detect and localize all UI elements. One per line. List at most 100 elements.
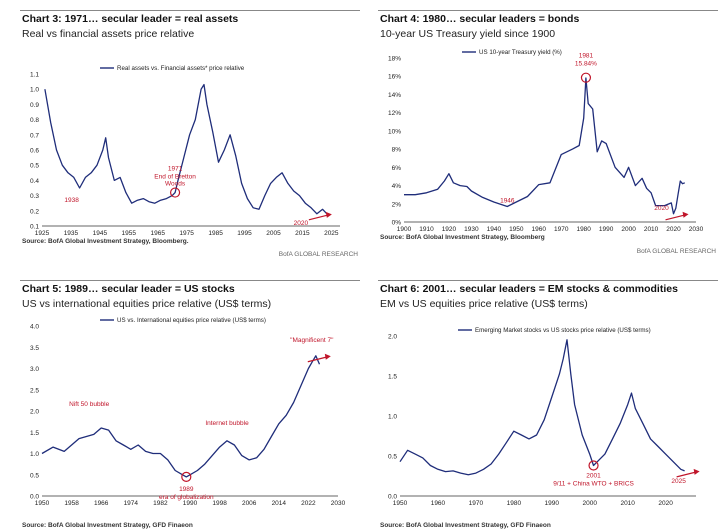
x-tick-label: 1970 [469,500,484,507]
y-tick-label: 0.1 [30,224,39,231]
x-tick-label: 1950 [35,500,50,507]
y-tick-label: 0.3 [30,193,39,200]
x-tick-label: 1960 [431,500,446,507]
annotation-label: era of globalization [159,494,214,501]
chart-subtitle: EM vs US equities price relative (US$ te… [380,298,588,310]
annotation-label: 1989 [179,486,194,493]
x-tick-label: 2022 [301,500,316,507]
annotation-label: 1938 [64,197,79,204]
x-tick-label: 2030 [689,226,704,233]
chart-header: Chart 3: 1971… secular leader = real ass… [20,10,360,27]
brand-label: BofA GLOBAL RESEARCH [636,248,716,255]
series-line [41,355,321,478]
y-tick-label: 1.0 [30,451,39,458]
y-tick-label: 4.0 [30,324,39,331]
highlight-circle [181,471,192,482]
y-tick-label: 0.6 [30,148,39,155]
y-tick-label: 2.0 [30,409,39,416]
chart-title: Chart 5: 1989… secular leader = US stock… [22,283,235,295]
x-tick-label: 1955 [122,230,137,237]
x-tick-label: 1974 [124,500,139,507]
x-tick-label: 1970 [554,226,569,233]
line-chart-real-vs-financial: 0.1 0.2 0.3 0.4 0.5 0.6 0.7 0.8 0.9 1.0 1.1 1925 193… [30,65,340,237]
brand-label: BofA GLOBAL RESEARCH [278,251,358,258]
annotation-label: 15.84% [575,61,597,68]
x-tick-label: 1960 [532,226,547,233]
annotation-label: Internet bubble [205,420,249,427]
y-tick-label: 12% [388,110,401,117]
y-tick-label: 1.5 [30,430,39,437]
y-tick-label: 8% [392,147,402,154]
x-tick-label: 1980 [576,226,591,233]
x-tick-label: 2010 [620,500,635,507]
annotation-label: 2020 [654,205,669,212]
trend-arrow [308,214,329,221]
trend-arrow [307,356,328,363]
x-tick-label: 1990 [545,500,560,507]
highlight-circle [169,187,181,198]
annotation-label: 1946 [500,198,515,205]
annotation-label: "Magnificent 7" [290,337,334,344]
chart-source: Source: BofA Global Investment Strategy,… [380,234,545,241]
trend-arrow-head [682,211,689,218]
annotation-label: 2020 [294,220,309,227]
y-tick-label: 3.0 [30,366,39,373]
x-tick-label: 1925 [35,230,50,237]
y-tick-label: 0.2 [30,208,39,215]
x-tick-label: 1930 [464,226,479,233]
x-tick-label: 1980 [507,500,522,507]
chart-header: Chart 4: 1980… secular leaders = bonds [378,10,718,27]
series-line [44,83,329,216]
chart-subtitle: US vs international equities price relat… [22,298,272,310]
series-line [399,339,685,476]
x-tick-label: 1940 [487,226,502,233]
x-tick-label: 2000 [583,500,598,507]
chart-subtitle: 10-year US Treasury yield since 1900 [380,28,556,40]
y-tick-label: 0.7 [30,132,39,139]
x-tick-label: 1995 [237,230,252,237]
legend-label: Real assets vs. Financial assets* price … [117,65,245,72]
x-tick-label: 1998 [212,500,227,507]
line-chart-treasury-yield: 0% 2% 4% 6% 8% 10% 12% 14% 16% 18% 1900 1910 1920 193… [388,49,704,233]
annotation-label: 9/11 + China WTO + BRICS [553,481,634,488]
y-tick-label: 2.5 [30,387,39,394]
x-tick-label: 1935 [64,230,79,237]
y-tick-label: 2% [392,201,402,208]
trend-arrow-head [324,353,331,360]
y-tick-label: 1.0 [388,414,397,421]
annotation-label: 1981 [579,53,594,60]
annotation-label: Woods [165,181,186,188]
y-tick-label: 1.1 [30,72,39,79]
y-tick-label: 0.5 [30,163,39,170]
x-tick-label: 2006 [242,500,257,507]
legend-label: Emerging Market stocks vs US stocks pric… [475,327,651,334]
trend-arrow [665,214,686,221]
trend-arrow [676,471,697,478]
chart-panel-6: Chart 6: 2001… secular leaders = EM stoc… [378,280,718,529]
highlight-circle [580,72,592,83]
x-tick-label: 2015 [295,230,310,237]
chart-panel-4: Chart 4: 1980… secular leaders = bonds 1… [378,10,718,255]
y-tick-label: 6% [392,165,402,172]
y-tick-label: 18% [388,56,401,63]
chart-panel-3: Chart 3: 1971… secular leader = real ass… [20,10,360,258]
series-line [404,77,686,215]
y-tick-label: 4% [392,183,402,190]
chart-title: Chart 4: 1980… secular leaders = bonds [380,13,580,25]
y-tick-label: 0.4 [30,178,39,185]
x-tick-label: 1920 [442,226,457,233]
x-tick-label: 2014 [272,500,287,507]
x-tick-label: 2010 [644,226,659,233]
y-tick-label: 0.5 [388,454,397,461]
x-tick-label: 1990 [183,500,198,507]
y-tick-label: 0% [392,220,402,227]
x-tick-label: 1950 [509,226,524,233]
x-tick-label: 1950 [393,500,408,507]
annotation-label: End of Bretton [154,174,196,181]
trend-arrow-head [693,468,700,475]
chart-title: Chart 6: 2001… secular leaders = EM stoc… [380,283,678,295]
x-tick-label: 2000 [621,226,636,233]
y-tick-label: 0.5 [30,472,39,479]
x-tick-label: 1945 [93,230,108,237]
y-tick-label: 10% [388,128,401,135]
